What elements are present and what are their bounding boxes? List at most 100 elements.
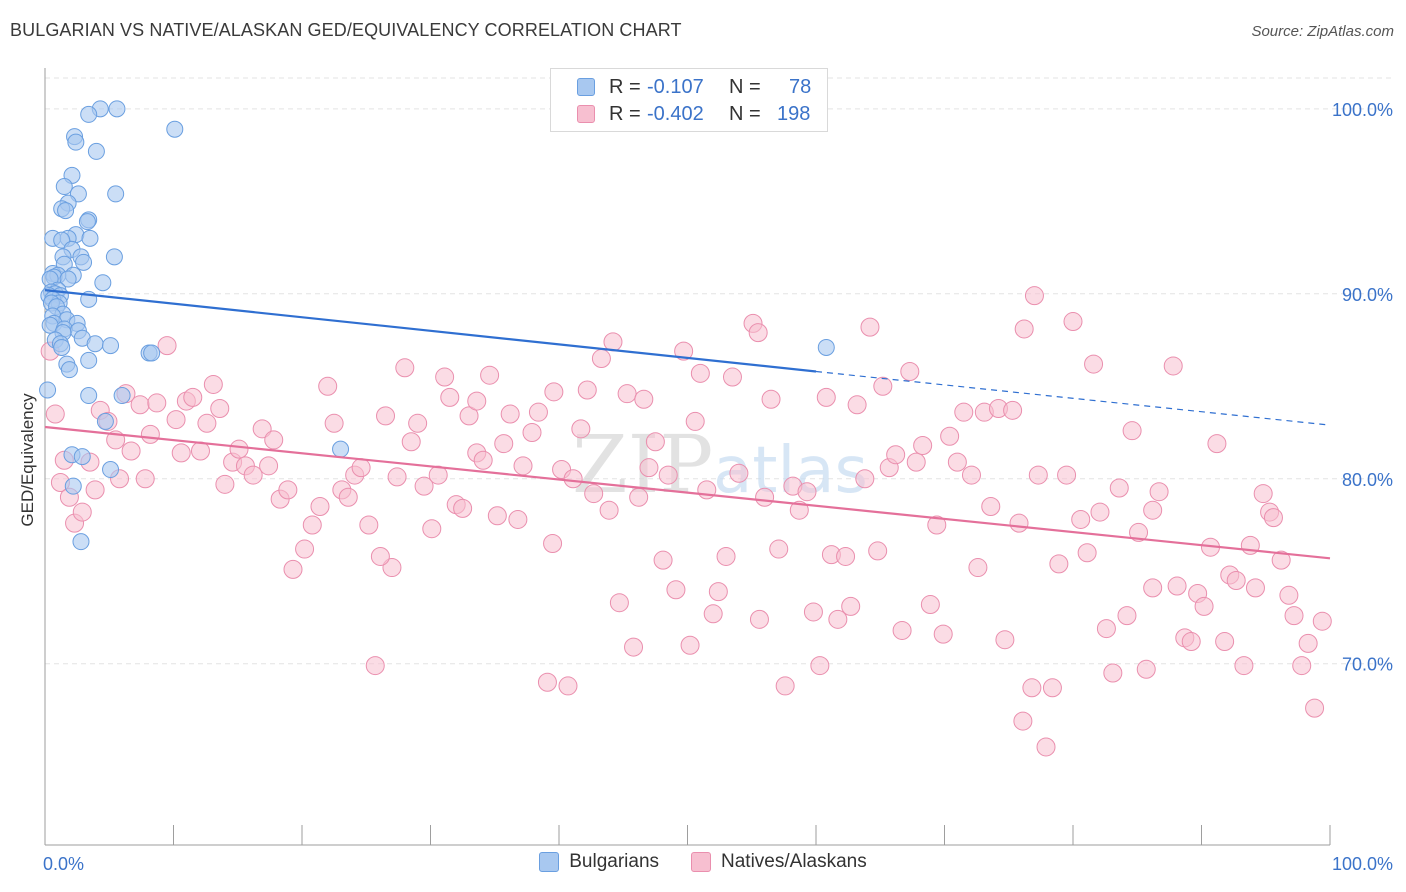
data-point-natives-alaskans <box>584 484 604 504</box>
data-point-natives-alaskans <box>599 500 619 520</box>
data-point-natives-alaskans <box>1234 656 1254 676</box>
data-point-natives-alaskans <box>954 402 974 422</box>
data-point-natives-alaskans <box>1194 596 1214 616</box>
data-point-natives-alaskans <box>1009 513 1029 533</box>
data-point-natives-alaskans <box>513 456 533 476</box>
data-point-natives-alaskans <box>1245 578 1265 598</box>
data-point-natives-alaskans <box>243 465 263 485</box>
data-point-natives-alaskans <box>215 474 235 494</box>
trend-line-bulgarians <box>44 289 817 373</box>
legend-item-natives-alaskans[interactable]: Natives/Alaskans <box>691 851 867 873</box>
data-point-natives-alaskans <box>981 497 1001 517</box>
data-point-natives-alaskans <box>508 509 528 529</box>
data-point-bulgarians <box>94 274 112 292</box>
data-point-natives-alaskans <box>797 482 817 502</box>
data-point-natives-alaskans <box>1096 619 1116 639</box>
data-point-natives-alaskans <box>1253 484 1273 504</box>
data-point-natives-alaskans <box>1279 585 1299 605</box>
grid-lines <box>45 77 1395 665</box>
data-point-natives-alaskans <box>769 539 789 559</box>
data-point-natives-alaskans <box>591 349 611 369</box>
data-point-natives-alaskans <box>1284 606 1304 626</box>
data-point-natives-alaskans <box>494 434 514 454</box>
data-point-natives-alaskans <box>1163 356 1183 376</box>
data-point-bulgarians <box>102 461 120 479</box>
data-point-natives-alaskans <box>708 582 728 602</box>
data-point-natives-alaskans <box>571 419 591 439</box>
data-point-natives-alaskans <box>653 550 673 570</box>
data-point-natives-alaskans <box>135 469 155 489</box>
data-point-bulgarians <box>80 105 98 123</box>
data-point-natives-alaskans <box>1036 737 1056 757</box>
data-point-natives-alaskans <box>401 432 421 452</box>
data-point-natives-alaskans <box>1207 434 1227 454</box>
data-point-natives-alaskans <box>749 609 769 629</box>
legend-row-bulgarians: R = -0.107 N = 78 <box>551 74 811 100</box>
y-tick-label: 90.0% <box>1342 285 1393 305</box>
data-point-bulgarians <box>80 351 98 369</box>
data-point-natives-alaskans <box>370 546 390 566</box>
data-point-natives-alaskans <box>351 458 371 478</box>
data-point-natives-alaskans <box>283 559 303 579</box>
data-point-natives-alaskans <box>467 391 487 411</box>
trend-line-natives-alaskans <box>44 425 1331 560</box>
legend-row-natives-alaskans: R = -0.402 N = 198 <box>551 101 810 127</box>
data-point-natives-alaskans <box>810 656 830 676</box>
data-point-natives-alaskans <box>473 450 493 470</box>
blue-swatch-icon <box>539 852 560 872</box>
data-point-natives-alaskans <box>1263 508 1283 528</box>
data-point-natives-alaskans <box>190 441 210 461</box>
data-point-natives-alaskans <box>558 676 578 696</box>
data-point-bulgarians <box>86 335 104 353</box>
data-point-natives-alaskans <box>900 361 920 381</box>
data-point-natives-alaskans <box>278 480 298 500</box>
data-point-natives-alaskans <box>259 456 279 476</box>
data-point-natives-alaskans <box>1013 711 1033 731</box>
source-label: Source: ZipAtlas.com <box>1251 23 1394 40</box>
data-point-natives-alaskans <box>252 419 272 439</box>
y-tick-label: 80.0% <box>1342 470 1393 490</box>
data-point-natives-alaskans <box>1063 312 1083 332</box>
data-point-natives-alaskans <box>522 423 542 443</box>
data-point-bulgarians <box>55 178 73 196</box>
legend-item-bulgarians[interactable]: Bulgarians <box>539 851 659 873</box>
r-key: R = <box>609 75 641 98</box>
data-point-natives-alaskans <box>634 389 654 409</box>
trend-line-bulgarians-extension <box>815 370 1331 426</box>
data-point-bulgarians <box>107 185 125 203</box>
data-point-natives-alaskans <box>408 413 428 433</box>
data-point-natives-alaskans <box>1292 656 1312 676</box>
data-point-bulgarians <box>67 133 85 151</box>
data-point-natives-alaskans <box>1122 421 1142 441</box>
data-point-natives-alaskans <box>1167 576 1187 596</box>
data-point-natives-alaskans <box>197 413 217 433</box>
x-tick-label-min: 0.0% <box>43 854 84 874</box>
data-point-natives-alaskans <box>703 604 723 624</box>
data-point-natives-alaskans <box>789 500 809 520</box>
data-point-bulgarians <box>166 120 184 138</box>
data-point-bulgarians <box>57 202 75 220</box>
data-point-natives-alaskans <box>906 452 926 472</box>
data-point-natives-alaskans <box>528 402 548 422</box>
data-point-natives-alaskans <box>920 595 940 615</box>
data-point-natives-alaskans <box>873 376 893 396</box>
data-point-natives-alaskans <box>761 389 781 409</box>
data-point-natives-alaskans <box>995 630 1015 650</box>
data-point-bulgarians <box>332 440 350 458</box>
data-point-natives-alaskans <box>1312 611 1332 631</box>
data-point-natives-alaskans <box>376 406 396 426</box>
data-point-bulgarians <box>102 337 120 355</box>
data-point-natives-alaskans <box>645 432 665 452</box>
data-point-natives-alaskans <box>1149 482 1169 502</box>
data-point-natives-alaskans <box>1022 678 1042 698</box>
data-point-natives-alaskans <box>868 541 888 561</box>
data-point-natives-alaskans <box>1014 319 1034 339</box>
data-point-natives-alaskans <box>365 656 385 676</box>
data-point-natives-alaskans <box>748 323 768 343</box>
data-point-natives-alaskans <box>121 441 141 461</box>
axes <box>44 68 1331 846</box>
data-point-natives-alaskans <box>1271 550 1291 570</box>
data-point-natives-alaskans <box>203 374 223 394</box>
data-point-natives-alaskans <box>603 332 623 352</box>
